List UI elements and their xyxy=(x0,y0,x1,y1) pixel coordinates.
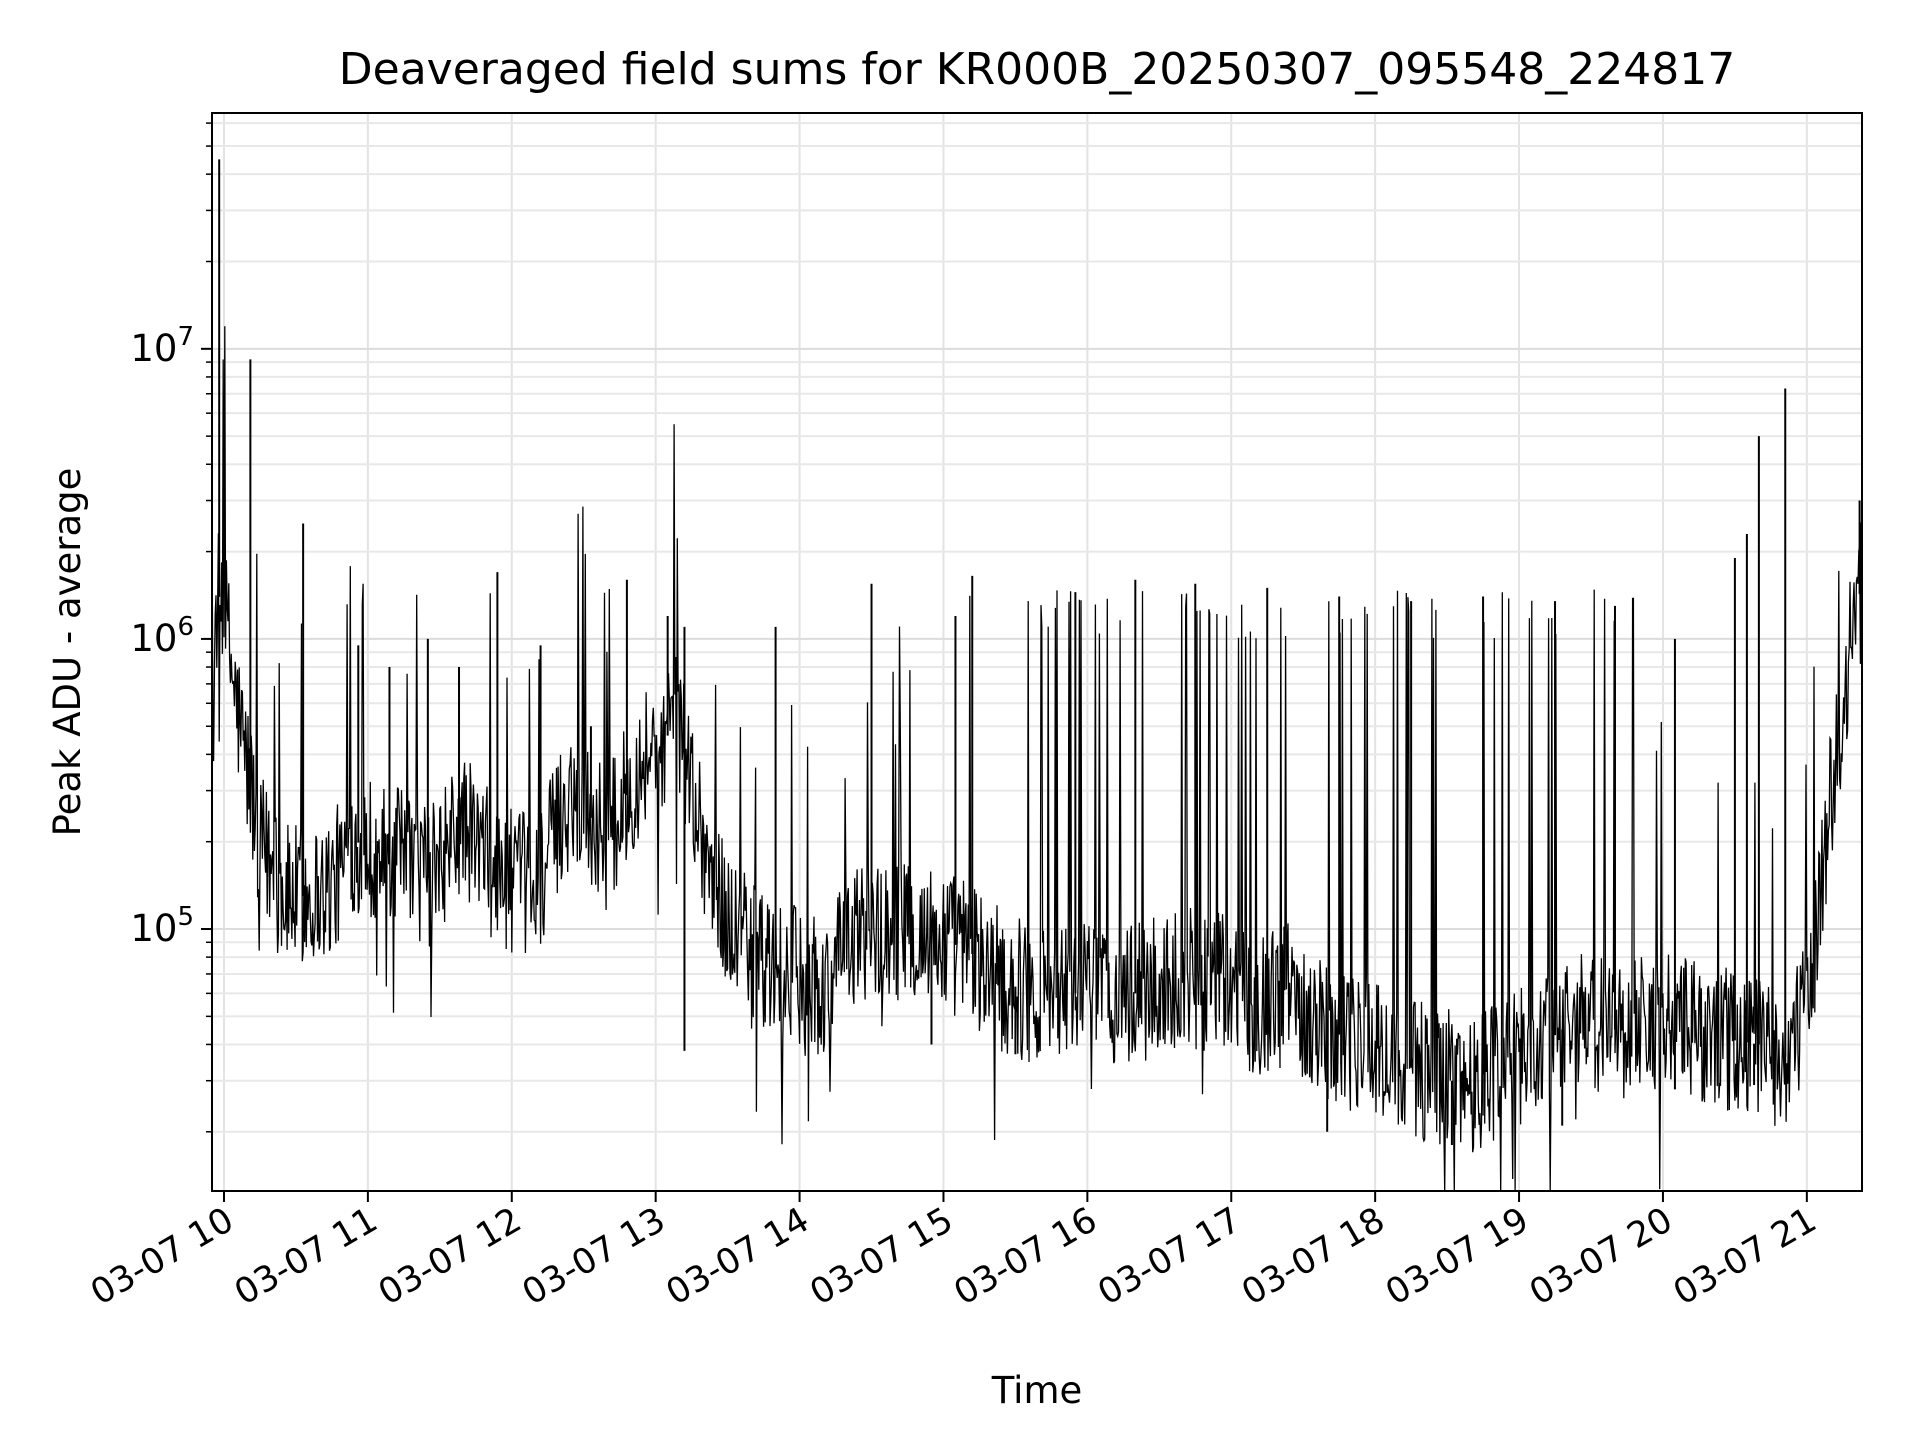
series-line xyxy=(211,326,1863,1192)
y-tick-label: 107 xyxy=(130,322,194,370)
x-axis-label: Time xyxy=(991,1369,1083,1412)
chart-title: Deaveraged field sums for KR000B_2025030… xyxy=(339,44,1735,95)
data-series xyxy=(211,159,1863,1192)
y-tick-label: 106 xyxy=(130,612,194,660)
y-tick-label: 105 xyxy=(130,902,194,950)
y-axis-ticks: 105 106 107 xyxy=(130,122,212,1133)
y-axis-label: Peak ADU - average xyxy=(46,468,89,837)
